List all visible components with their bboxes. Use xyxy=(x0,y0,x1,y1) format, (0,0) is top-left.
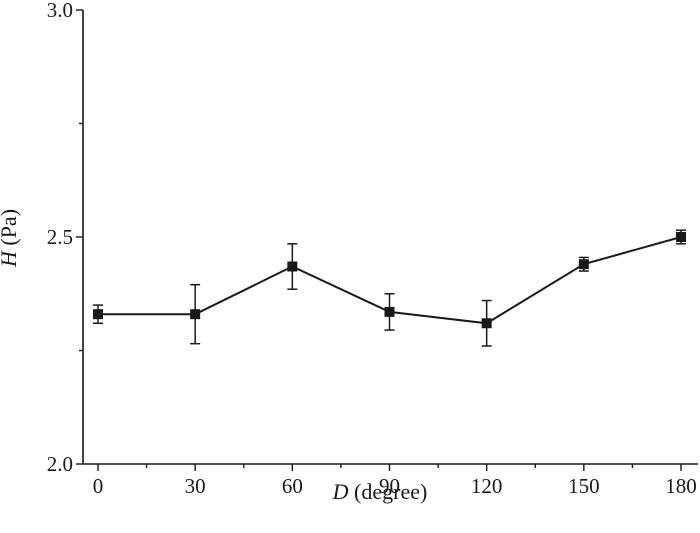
y-ticks: 2.0 2.5 3.0 xyxy=(47,0,83,476)
y-tick-label: 2.5 xyxy=(47,225,73,249)
y-axis-var: H xyxy=(0,250,21,268)
data-point xyxy=(190,309,201,320)
x-axis-title: D (degree) xyxy=(332,479,428,504)
x-axis-var: D xyxy=(332,479,349,504)
y-axis-title: H (Pa) xyxy=(0,209,21,268)
x-tick-label: 120 xyxy=(471,474,503,498)
x-tick-label: 0 xyxy=(93,474,104,498)
data-point xyxy=(676,232,686,242)
y-tick-label: 2.0 xyxy=(47,452,73,476)
x-ticks: 0 30 60 90 120 150 180 xyxy=(93,464,697,498)
x-tick-label: 180 xyxy=(665,474,697,498)
y-axis-unit: (Pa) xyxy=(0,209,21,251)
x-tick-label: 90 xyxy=(379,474,400,498)
x-tick-label: 150 xyxy=(568,474,600,498)
data-point xyxy=(287,261,298,272)
data-point xyxy=(93,309,103,320)
data-point xyxy=(481,318,492,329)
y-tick-label: 3.0 xyxy=(47,0,73,22)
axes xyxy=(82,10,698,465)
series xyxy=(93,229,686,347)
x-axis-unit: (degree) xyxy=(349,479,428,504)
x-tick-label: 30 xyxy=(185,474,206,498)
data-point xyxy=(384,306,395,317)
data-point xyxy=(578,259,589,270)
x-tick-label: 60 xyxy=(282,474,303,498)
